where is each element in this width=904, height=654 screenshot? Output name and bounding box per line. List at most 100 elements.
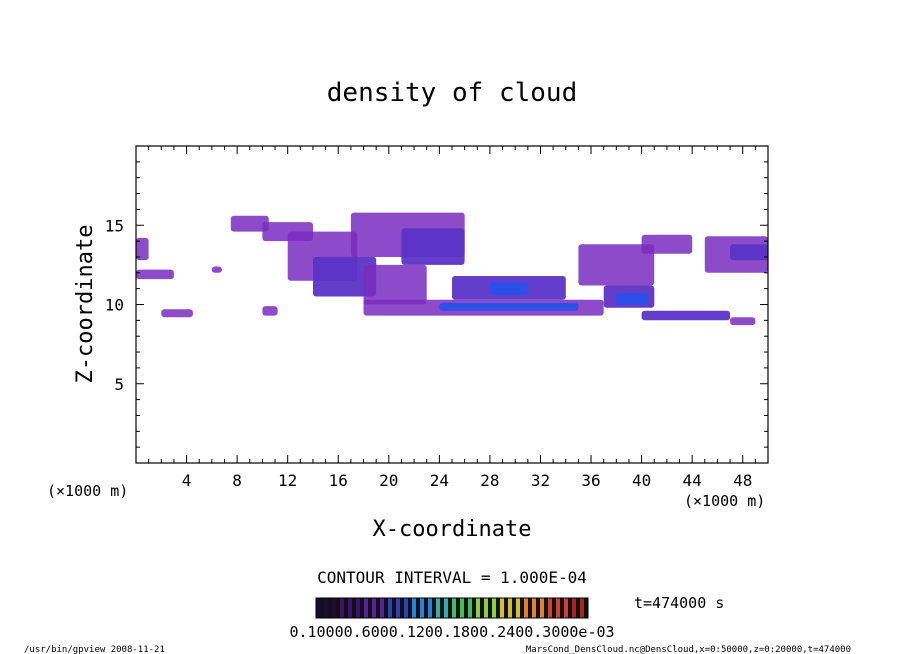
- colorbar-stripe: [408, 598, 413, 618]
- cloud-region: [313, 256, 377, 297]
- cloud-region: [641, 234, 693, 254]
- colorbar-stripe: [508, 598, 513, 618]
- colorbar-stripe: [444, 598, 449, 618]
- cloud-region: [161, 309, 193, 318]
- colorbar-stripe: [348, 598, 353, 618]
- colorbar-stripe: [448, 598, 453, 618]
- colorbar-stripe: [392, 598, 397, 618]
- colorbar-stripe: [560, 598, 565, 618]
- x-tick-label: 28: [480, 471, 499, 490]
- cloud-region: [641, 310, 731, 321]
- colorbar-stripe: [388, 598, 393, 618]
- colorbar-stripe: [532, 598, 537, 618]
- colorbar-stripe: [332, 598, 337, 618]
- y-tick-labels: 5 10 15: [105, 216, 124, 394]
- colorbar-stripe: [452, 598, 457, 618]
- cloud-region: [616, 293, 648, 305]
- colorbar-stripe: [428, 598, 433, 618]
- colorbar-stripe: [376, 598, 381, 618]
- x-tick-label: 48: [733, 471, 752, 490]
- colorbar-stripe: [320, 598, 325, 618]
- x-tick-label: 24: [430, 471, 449, 490]
- colorbar-stripe: [480, 598, 485, 618]
- colorbar-stripe: [536, 598, 541, 618]
- colorbar-stripe: [368, 598, 373, 618]
- cloud-field: [136, 212, 768, 326]
- cloud-region: [136, 269, 174, 280]
- x-tick-label: 36: [581, 471, 600, 490]
- colorbar-stripe: [424, 598, 429, 618]
- y-axis-title: Z-coordinate: [73, 225, 98, 384]
- cloud-region: [401, 228, 465, 265]
- cloud-region: [211, 266, 222, 273]
- chart-title: density of cloud: [327, 78, 577, 108]
- colorbar-stripe: [512, 598, 517, 618]
- colorbar-stripe: [460, 598, 465, 618]
- colorbar-stripe: [504, 598, 509, 618]
- colorbar-stripe: [564, 598, 569, 618]
- x-tick-label: 20: [379, 471, 398, 490]
- y-tick-label: 15: [105, 216, 124, 235]
- colorbar-labels: 0.10000.6000.1200.1800.2400.3000e-03: [289, 623, 614, 641]
- colorbar-stripe: [548, 598, 553, 618]
- footer-right: MarsCond_DensCloud.nc@DensCloud,x=0:5000…: [526, 645, 851, 654]
- colorbar-stripe: [360, 598, 365, 618]
- time-label: t=474000 s: [634, 594, 724, 612]
- colorbar-stripe: [404, 598, 409, 618]
- colorbar-stripe: [572, 598, 577, 618]
- cloud-region: [578, 244, 655, 286]
- x-tick-label: 44: [683, 471, 702, 490]
- cloud-region: [136, 237, 149, 261]
- colorbar-stripe: [416, 598, 421, 618]
- colorbar-stripe: [468, 598, 473, 618]
- y-tick-label: 10: [105, 296, 124, 315]
- colorbar-stripe: [380, 598, 385, 618]
- colorbar-stripe: [584, 598, 589, 618]
- axis-ticks: [136, 146, 768, 463]
- contour-interval-text: CONTOUR INTERVAL = 1.000E-04: [317, 568, 587, 587]
- colorbar-frame: [315, 597, 589, 619]
- colorbar-stripe: [344, 598, 349, 618]
- colorbar-stripe: [520, 598, 525, 618]
- colorbar-stripe: [316, 598, 321, 618]
- x-unit-label: (×1000 m): [684, 492, 765, 510]
- x-tick-label: 32: [531, 471, 550, 490]
- x-axis-title: X-coordinate: [373, 517, 532, 542]
- colorbar-stripe: [384, 598, 389, 618]
- colorbar-stripe: [352, 598, 357, 618]
- z-unit-label: (×1000 m): [47, 482, 128, 500]
- x-tick-label: 12: [278, 471, 297, 490]
- cloud-region: [730, 317, 756, 326]
- cloud-region: [230, 215, 269, 232]
- colorbar-stripe: [364, 598, 369, 618]
- colorbar-stripe: [412, 598, 417, 618]
- colorbar-stripe: [484, 598, 489, 618]
- cloud-region: [363, 264, 427, 305]
- colorbar-stripe: [464, 598, 469, 618]
- colorbar-stripe: [456, 598, 461, 618]
- colorbar-stripe: [500, 598, 505, 618]
- colorbar-stripe: [524, 598, 529, 618]
- colorbar-stripe: [516, 598, 521, 618]
- colorbar-stripe: [496, 598, 501, 618]
- colorbar-stripe: [340, 598, 345, 618]
- colorbar-stripe: [400, 598, 405, 618]
- colorbar-stripe: [328, 598, 333, 618]
- colorbar-stripe: [372, 598, 377, 618]
- footer-left: /usr/bin/gpview 2008-11-21: [24, 645, 165, 654]
- colorbar-stripe: [492, 598, 497, 618]
- colorbar-stripe: [544, 598, 549, 618]
- colorbar-stripe: [476, 598, 481, 618]
- colorbar-stripe: [432, 598, 437, 618]
- colorbar-stripe: [576, 598, 581, 618]
- colorbar-stripe: [528, 598, 533, 618]
- colorbar-stripe: [556, 598, 561, 618]
- colorbar-stripe: [436, 598, 441, 618]
- colorbar-stripe: [324, 598, 329, 618]
- cloud-region: [730, 244, 768, 261]
- colorbar-stripe: [552, 598, 557, 618]
- colorbar-stripe: [540, 598, 545, 618]
- colorbar-stripe: [356, 598, 361, 618]
- cloud-region: [439, 302, 579, 311]
